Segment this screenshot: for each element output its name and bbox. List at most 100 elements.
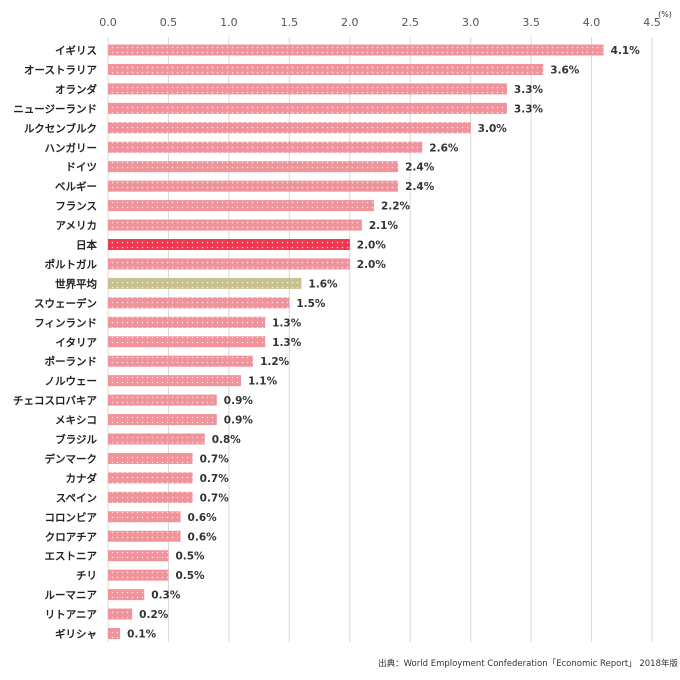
x-tick-label: 4.0 [583,16,601,29]
data-label: 3.3% [514,103,544,115]
data-label: 0.9% [224,415,254,427]
category-label: ルクセンブルク [24,122,97,135]
category-label: チリ [76,570,97,582]
data-label: 2.0% [357,240,387,252]
category-label: 世界平均 [55,277,97,290]
x-axis-ticks: 0.0 0.5 1.0 1.5 2.0 2.5 3.0 3.5 4.0 4.5 [99,16,661,29]
bar [108,180,399,192]
bar [108,239,350,250]
bar [108,569,169,581]
data-label: 1.6% [308,278,338,290]
data-label: 1.2% [260,356,290,368]
x-tick-label: 0.5 [160,16,178,29]
data-label: 0.7% [200,492,230,504]
data-label: 0.5% [175,551,205,563]
unit-label: (%) [658,10,672,19]
category-label: ベルギー [55,180,97,193]
source-note: 出典：World Employment Confederation「Econom… [378,658,678,669]
bar [108,589,145,601]
bar [108,316,266,328]
bar [108,472,193,484]
category-label: リトアニア [45,609,98,621]
bar [108,219,362,231]
category-label: ニュージーランド [13,103,97,115]
data-label: 1.3% [272,317,302,329]
category-label: クロアチア [45,531,98,543]
bar [108,297,290,309]
x-tick-label: 4.5 [643,16,661,29]
bar [108,394,217,406]
category-label: オーストラリア [24,64,97,76]
category-label: フランス [55,201,97,213]
bar [108,141,423,153]
category-label: ハンガリー [45,141,98,154]
x-tick-label: 0.0 [99,16,117,29]
category-label: エストニア [45,551,98,563]
category-label: カナダ [66,472,98,485]
data-label: 1.3% [272,337,302,349]
data-label: 0.8% [212,434,242,446]
bar [108,550,169,562]
bar [108,83,507,95]
data-label: 1.5% [296,298,326,310]
category-label: チェコスロバキア [13,395,97,407]
bar [108,491,193,503]
data-label: 0.6% [188,512,218,524]
category-label: オランダ [55,83,97,96]
bar [108,102,507,114]
x-tick-label: 2.0 [341,16,359,29]
bar [108,336,266,348]
category-label: ルーマニア [45,590,98,602]
category-label: ポーランド [45,355,98,368]
data-label: 0.7% [200,453,230,465]
x-tick-label: 1.5 [281,16,299,29]
data-label: 3.3% [514,84,544,96]
category-label: ノルウェー [45,376,98,388]
bar [108,414,217,426]
bar [108,63,544,75]
data-label: 2.2% [381,201,411,213]
data-label: 2.0% [357,259,387,271]
category-label: ポルトガル [45,258,98,271]
x-tick-label: 3.5 [522,16,540,29]
category-label: アメリカ [56,220,97,232]
bar [108,511,181,523]
category-label: 日本 [76,239,97,252]
data-labels: 4.1% 3.6% 3.3% 3.3% 3.0% 2.6% 2.4% 2.4% 2.2% 2.1%… [127,45,640,641]
data-label: 2.4% [405,181,435,193]
category-label: スペイン [56,492,97,504]
category-label: フィンランド [34,317,97,329]
bar [108,628,121,639]
bars [108,44,604,639]
category-label: イギリス [55,44,97,57]
bar [108,161,399,173]
data-label: 1.1% [248,376,278,388]
bar [108,277,302,289]
data-label: 0.5% [175,570,205,582]
data-label: 0.9% [224,395,254,407]
category-label: コロンビア [45,511,98,524]
category-label: デンマーク [45,452,98,465]
bar [108,433,205,445]
data-label: 0.1% [127,629,157,641]
category-labels: イギリスオーストラリアオランダニュージーランドルクセンブルクハンガリードイツベル… [13,44,97,641]
bar [108,608,133,620]
grid-lines [107,37,653,642]
bar [108,44,604,56]
data-label: 2.6% [429,142,459,154]
bar [108,355,254,367]
data-label: 2.1% [369,220,399,232]
data-label: 0.7% [200,473,230,485]
category-label: スウェーデン [34,297,97,310]
bar [108,200,374,212]
data-label: 2.4% [405,162,435,174]
bar [108,530,181,542]
category-label: メキシコ [55,415,97,427]
data-label: 4.1% [611,45,641,57]
bar [108,375,241,387]
bar [108,258,350,270]
category-label: イタリア [55,337,97,349]
data-label: 3.0% [478,123,508,135]
